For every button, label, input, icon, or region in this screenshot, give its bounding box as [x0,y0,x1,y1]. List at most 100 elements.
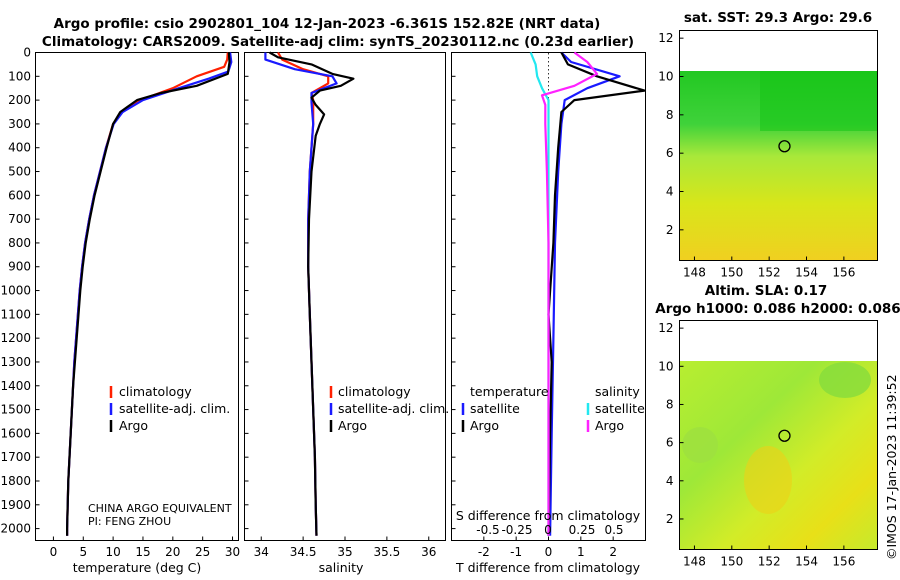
s-tick-label: 0.5 [604,523,623,537]
pi-label: PI: FENG ZHOU [88,515,171,528]
salinity-axes-frame [244,52,446,541]
depth-tick-label: 1400 [0,379,31,393]
map-y-tick-label: 6 [666,436,674,450]
difference-lines [529,51,646,536]
x-tick-label: 34.5 [290,545,317,559]
sst-map-title: sat. SST: 29.3 Argo: 29.6 [684,10,872,26]
x-tick-label: 36 [421,545,436,559]
series-line-argo [65,52,231,536]
depth-tick-label: 600 [8,188,31,202]
series-line-temperature-argo [547,51,646,536]
series-line-satellite-adj-clim- [264,52,338,536]
legend-label-sal-argo: Argo [595,418,624,433]
sst-map-x-axis: 148 150 152 154 156 [683,256,855,280]
depth-tick-label: 1300 [0,355,31,369]
figure-title-line1: Argo profile: csio 2902801_104 12-Jan-20… [54,16,601,32]
s-tick-label: -0.25 [501,523,532,537]
x-tick-label: -2 [478,545,490,559]
map-x-tick-label: 154 [795,555,818,569]
s-difference-label: S difference from climatology [456,508,641,523]
map-x-tick-label: 154 [795,266,818,280]
s-tick-label: 0.25 [569,523,596,537]
temperature-xlabel: temperature (deg C) [73,560,202,575]
x-tick-label: 5 [79,545,87,559]
x-tick-label: 10 [105,545,120,559]
depth-tick-label: 300 [8,117,31,131]
sla-map-title-line2: Argo h1000: 0.086 h2000: 0.086 [655,301,900,317]
sla-map-panel: Altim. SLA: 0.17 Argo h1000: 0.086 h2000… [655,283,900,569]
temperature-panel: 0100200300400500600700800900100011001200… [0,46,456,575]
depth-tick-label: 1200 [0,331,31,345]
x-tick-label: -1 [510,545,522,559]
x-tick-label: 30 [225,545,240,559]
series-line-satellite-adj-clim- [65,52,233,536]
t-difference-xlabel: T difference from climatology [455,560,641,575]
map-y-tick-label: 12 [658,31,673,45]
map-x-tick-label: 156 [832,555,855,569]
salinity-panel: 34 34.5 35 35.5 36 salinity climatology sate… [244,51,449,575]
x-tick-label: 34 [254,545,269,559]
difference-panel: -2 -1 0 1 2 S difference from climatology -0… [451,51,646,575]
temperature-x-axis: 0 5 10 15 20 25 30 [50,536,240,559]
depth-tick-label: 1900 [0,498,31,512]
legend-label-argo: Argo [119,418,148,433]
s-tick-label: -0.5 [476,523,499,537]
series-line-salinity-argo [540,51,599,536]
temperature-legend: climatology satellite-adj. clim. Argo [109,384,230,433]
temperature-axes-frame [35,52,239,541]
map-y-tick-label: 10 [658,359,673,373]
salinity-x-axis: 34 34.5 35 35.5 36 [254,536,436,559]
legend-label-temp-argo: Argo [470,418,499,433]
map-y-tick-label: 8 [666,397,674,411]
series-line-climatology [65,52,229,536]
map-y-tick-label: 2 [666,512,674,526]
map-y-tick-label: 8 [666,108,674,122]
series-line-argo [269,51,355,536]
salinity-legend: climatology satellite-adj. clim. Argo [329,384,449,433]
depth-tick-label: 1500 [0,403,31,417]
map-y-tick-label: 12 [658,321,673,335]
s-tick-label: 0 [544,523,552,537]
x-tick-label: 1 [577,545,585,559]
map-x-tick-label: 148 [683,266,706,280]
map-y-tick-label: 2 [666,223,674,237]
map-x-tick-label: 152 [758,555,781,569]
map-y-tick-label: 4 [666,474,674,488]
depth-tick-label: 1700 [0,450,31,464]
figure-title-line2: Climatology: CARS2009. Satellite-adj cli… [42,34,634,50]
temperature-lines [65,52,233,536]
imos-credit: ©IMOS 17-Jan-2023 11:39:52 [884,374,899,560]
legend-label-satellite: satellite-adj. clim. [338,401,449,416]
sst-map-y-axis: 2 4 6 8 10 12 [658,31,684,237]
depth-tick-label: 100 [8,69,31,83]
sla-patch [744,446,792,514]
legend-label-argo: Argo [338,418,367,433]
sla-map-title-line1: Altim. SLA: 0.17 [705,283,827,299]
legend-header-temperature: temperature [470,384,549,399]
depth-tick-label: 1600 [0,426,31,440]
x-tick-label: 0 [50,545,58,559]
sla-map-x-axis: 148 150 152 154 156 [683,545,855,569]
sst-map-frame [679,30,878,261]
difference-legend: temperature salinity satellite Argo sate… [461,384,645,433]
sst-cool-patch [760,71,877,131]
map-x-tick-label: 156 [832,266,855,280]
depth-tick-label: 0 [23,46,31,60]
map-x-tick-label: 148 [683,555,706,569]
difference-x-axis: -2 -1 0 1 2 [478,536,617,559]
depth-tick-label: 700 [8,212,31,226]
salinity-xlabel: salinity [319,560,364,575]
x-tick-label: 35 [337,545,352,559]
sla-patch [682,427,718,463]
x-tick-label: 35.5 [374,545,401,559]
x-tick-label: 15 [135,545,150,559]
depth-tick-label: 1100 [0,307,31,321]
x-tick-label: 0 [545,545,553,559]
salinity-lines [264,51,355,536]
depth-tick-label: 800 [8,236,31,250]
x-tick-label: 25 [195,545,210,559]
legend-label-climatology: climatology [338,384,411,399]
map-x-tick-label: 152 [758,266,781,280]
map-x-tick-label: 150 [720,555,743,569]
